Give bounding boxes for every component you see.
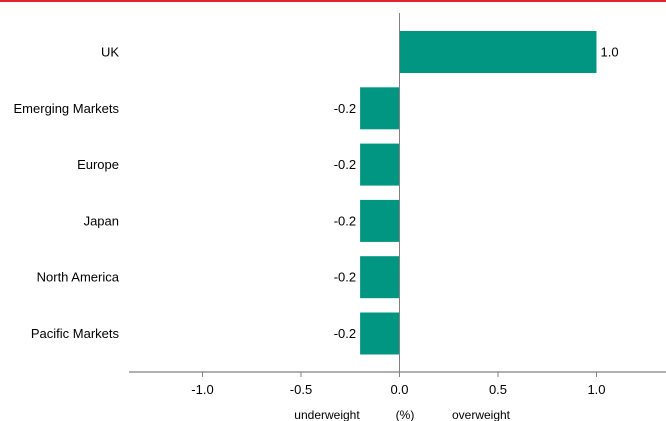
value-label-2: -0.2 [334, 157, 356, 172]
value-labels-group: 1.0 -0.2 -0.2 -0.2 -0.2 -0.2 [334, 45, 619, 342]
category-label-4: North America [37, 270, 120, 285]
x-tick-label-1: -0.5 [290, 382, 312, 397]
percent-unit-caption: (%) [396, 408, 415, 421]
x-tick-label-3: 0.5 [489, 382, 507, 397]
category-label-5: Pacific Markets [31, 326, 120, 341]
top-accent-rule [0, 0, 666, 2]
x-tick-label-2: 0.0 [390, 382, 408, 397]
bar-0 [399, 31, 597, 73]
x-ticks-group: -1.0 -0.5 0.0 0.5 1.0 [191, 372, 606, 397]
bar-2 [360, 143, 400, 186]
value-label-4: -0.2 [334, 270, 356, 285]
bar-4 [360, 256, 400, 299]
value-label-1: -0.2 [334, 101, 356, 116]
category-labels-group: UK Emerging Markets Europe Japan North Ameri… [14, 45, 120, 342]
bars-group [360, 31, 597, 355]
category-label-0: UK [101, 45, 119, 60]
category-label-3: Japan [84, 213, 119, 228]
x-tick-label-4: 1.0 [587, 382, 605, 397]
value-label-3: -0.2 [334, 213, 356, 228]
category-label-2: Europe [77, 157, 119, 172]
bar-3 [360, 199, 400, 242]
x-tick-label-0: -1.0 [191, 382, 213, 397]
value-label-0: 1.0 [601, 45, 619, 60]
value-label-5: -0.2 [334, 326, 356, 341]
overweight-caption: overweight [452, 408, 511, 421]
underweight-caption: underweight [294, 408, 360, 421]
bar-5 [360, 312, 400, 355]
category-label-1: Emerging Markets [14, 101, 120, 116]
bar-1 [360, 87, 400, 130]
